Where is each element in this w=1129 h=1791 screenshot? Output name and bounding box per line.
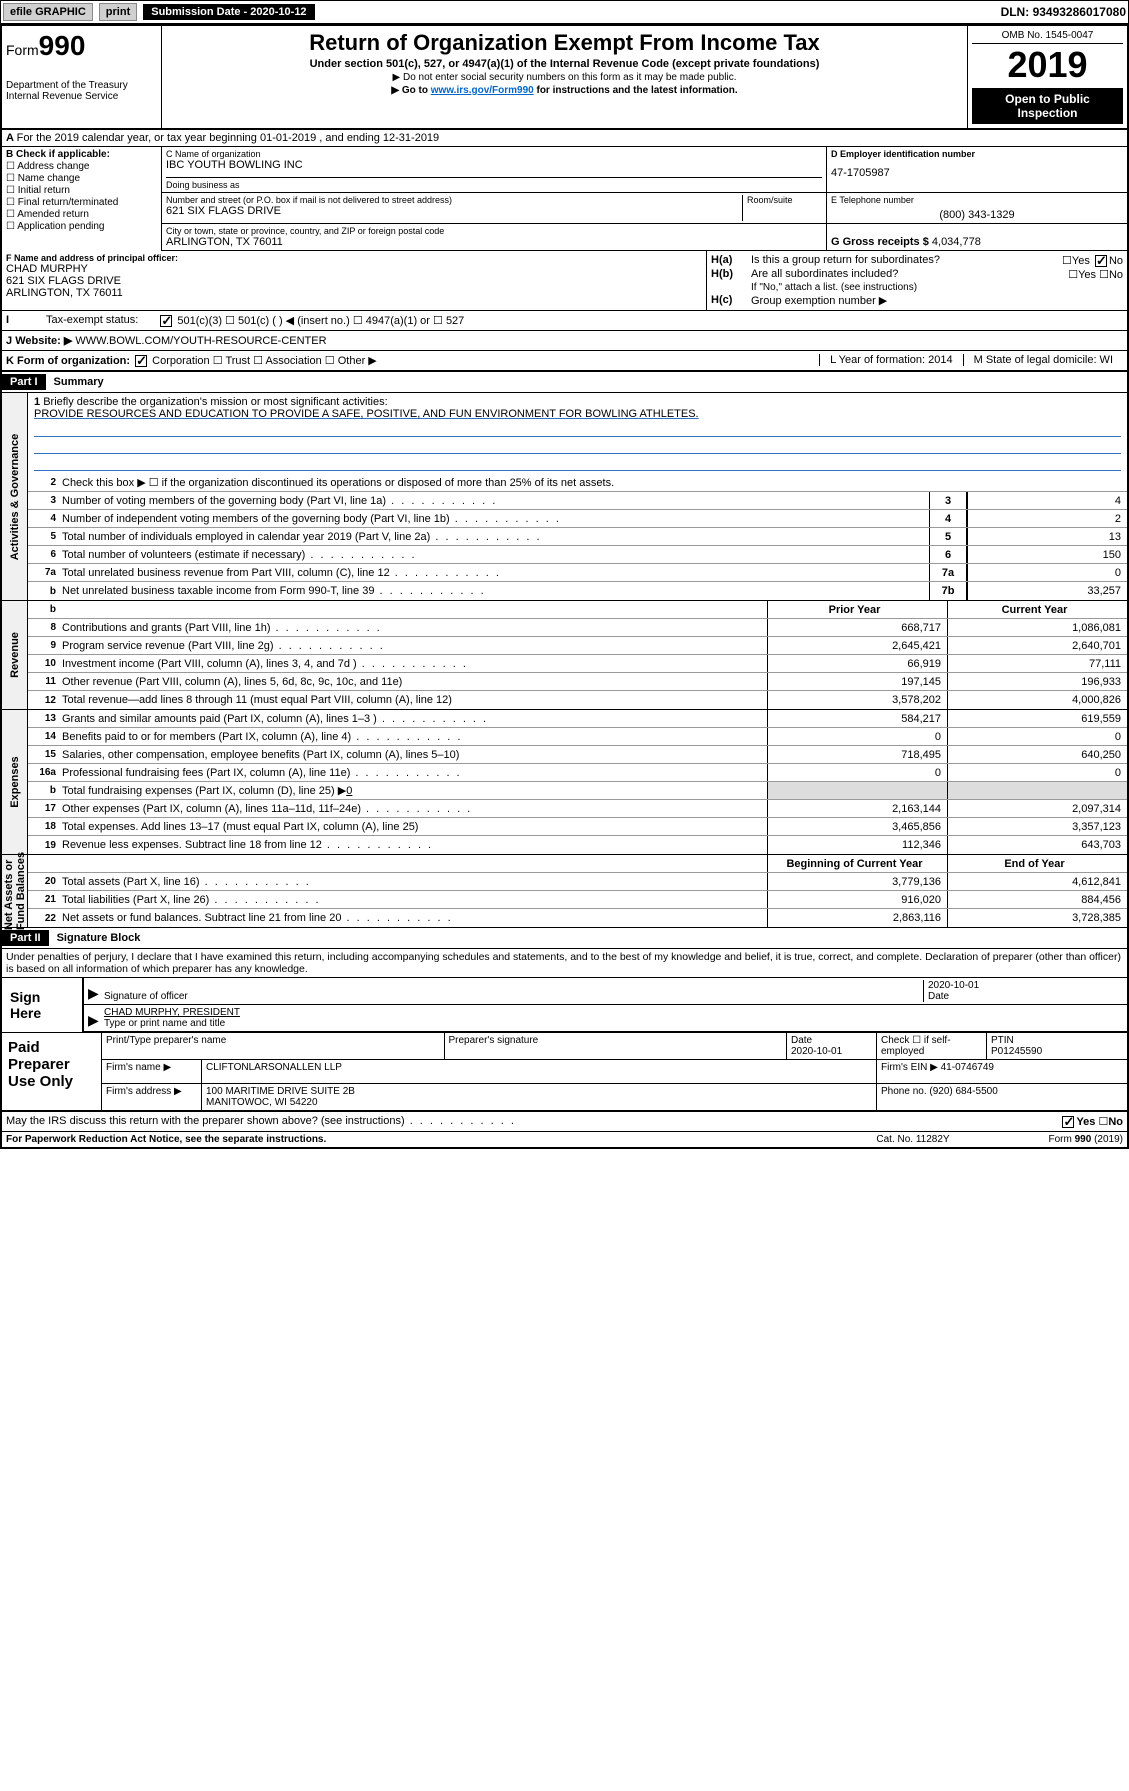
city-lbl: City or town, state or province, country… — [166, 226, 822, 236]
discuss-yes[interactable] — [1062, 1116, 1074, 1128]
dln: DLN: 93493286017080 — [1001, 5, 1126, 19]
l1: Briefly describe the organization's miss… — [43, 396, 387, 408]
l6: Total number of volunteers (estimate if … — [62, 547, 929, 563]
officer-name: CHAD MURPHY — [6, 263, 702, 275]
top-toolbar: efile GRAPHIC print Submission Date - 20… — [0, 0, 1129, 24]
phone: (800) 343-1329 — [831, 209, 1123, 221]
dba-lbl: Doing business as — [166, 177, 822, 190]
room-lbl: Room/suite — [742, 195, 822, 221]
form990-link[interactable]: www.irs.gov/Form990 — [431, 85, 534, 96]
officer-addr2: ARLINGTON, TX 76011 — [6, 287, 702, 299]
form-note-ssn: ▶ Do not enter social security numbers o… — [166, 72, 963, 83]
row-a-period: A For the 2019 calendar year, or tax yea… — [2, 130, 1127, 147]
col-b-checkboxes: B Check if applicable: ☐ Address change … — [2, 147, 162, 251]
hc-text: Group exemption number ▶ — [751, 294, 887, 307]
v5: 13 — [967, 528, 1127, 545]
v7b: 33,257 — [967, 582, 1127, 600]
discuss-text: May the IRS discuss this return with the… — [6, 1115, 1060, 1128]
irs: Internal Revenue Service — [6, 91, 157, 102]
part1-title: Summary — [46, 376, 104, 388]
phone-lbl: E Telephone number — [831, 195, 1123, 205]
open-public: Open to Public Inspection — [972, 88, 1123, 124]
form-body: Form990 Department of the Treasury Inter… — [0, 24, 1129, 1149]
ha-text: Is this a group return for subordinates? — [751, 254, 1062, 267]
form-goto: ▶ Go to www.irs.gov/Form990 for instruct… — [166, 85, 963, 96]
side-expenses: Expenses — [2, 710, 28, 854]
hdr-prior: Prior Year — [767, 601, 947, 618]
v7a: 0 — [967, 564, 1127, 581]
v3: 4 — [967, 492, 1127, 509]
efile-btn[interactable]: efile GRAPHIC — [3, 3, 93, 21]
part2-title: Signature Block — [49, 932, 141, 944]
form-subtitle: Under section 501(c), 527, or 4947(a)(1)… — [166, 58, 963, 70]
form-title: Return of Organization Exempt From Incom… — [166, 30, 963, 56]
hdr-boy: Beginning of Current Year — [767, 855, 947, 872]
website-lbl: Website: ▶ — [15, 335, 72, 347]
hb-note: If "No," attach a list. (see instruction… — [711, 282, 1123, 293]
sig-officer-lbl: Signature of officer — [104, 991, 923, 1002]
hdr-eoy: End of Year — [947, 855, 1127, 872]
addr: 621 SIX FLAGS DRIVE — [166, 205, 742, 217]
mission: PROVIDE RESOURCES AND EDUCATION TO PROVI… — [34, 408, 1121, 420]
ftr-form: Form 990 (2019) — [983, 1134, 1123, 1145]
omb-number: OMB No. 1545-0047 — [972, 30, 1123, 44]
part1-bar: Part I — [2, 374, 46, 390]
form-number: Form990 — [6, 30, 157, 62]
officer-addr1: 621 SIX FLAGS DRIVE — [6, 275, 702, 287]
501c3-check[interactable] — [160, 315, 172, 327]
hdr-current: Current Year — [947, 601, 1127, 618]
l3: Number of voting members of the governin… — [62, 493, 929, 509]
org-name: IBC YOUTH BOWLING INC — [166, 159, 822, 171]
ein-lbl: D Employer identification number — [831, 149, 1123, 159]
paid-prep-lbl: Paid Preparer Use Only — [2, 1033, 102, 1110]
l5: Total number of individuals employed in … — [62, 529, 929, 545]
org-name-lbl: C Name of organization — [166, 149, 822, 159]
gross-receipts: G Gross receipts $ 4,034,778 — [831, 236, 981, 248]
side-governance: Activities & Governance — [2, 393, 28, 600]
ein: 47-1705987 — [831, 167, 1123, 179]
sign-here-lbl: Sign Here — [2, 978, 82, 1032]
corp-check[interactable] — [135, 355, 147, 367]
addr-lbl: Number and street (or P.O. box if mail i… — [166, 195, 742, 205]
part2-bar: Part II — [2, 930, 49, 946]
l2: Check this box ▶ ☐ if the organization d… — [62, 474, 1127, 491]
l7a: Total unrelated business revenue from Pa… — [62, 565, 929, 581]
officer-lbl: F Name and address of principal officer: — [6, 253, 702, 263]
perjury: Under penalties of perjury, I declare th… — [2, 949, 1127, 978]
ha-no-check[interactable] — [1095, 255, 1107, 267]
v6: 150 — [967, 546, 1127, 563]
print-btn[interactable]: print — [99, 3, 137, 21]
tax-exempt-lbl: Tax-exempt status: — [46, 314, 138, 327]
l4: Number of independent voting members of … — [62, 511, 929, 527]
state-domicile: M State of legal domicile: WI — [963, 354, 1123, 366]
firm-name: CLIFTONLARSONALLEN LLP — [202, 1060, 877, 1083]
website: WWW.BOWL.COM/YOUTH-RESOURCE-CENTER — [72, 335, 326, 347]
v4: 2 — [967, 510, 1127, 527]
dept-treasury: Department of the Treasury — [6, 80, 157, 91]
side-revenue: Revenue — [2, 601, 28, 709]
city: ARLINGTON, TX 76011 — [166, 236, 822, 248]
ftr-paperwork: For Paperwork Reduction Act Notice, see … — [6, 1134, 843, 1145]
year-formation: L Year of formation: 2014 — [819, 354, 963, 366]
side-netassets: Net Assets orFund Balances — [2, 855, 28, 927]
ftr-catno: Cat. No. 11282Y — [843, 1134, 983, 1145]
tax-year: 2019 — [972, 44, 1123, 86]
submission-date: Submission Date - 2020-10-12 — [143, 4, 314, 20]
hb-text: Are all subordinates included? — [751, 268, 1068, 281]
officer-print: CHAD MURPHY, PRESIDENT — [104, 1007, 1123, 1018]
l7b: Net unrelated business taxable income fr… — [62, 583, 929, 599]
